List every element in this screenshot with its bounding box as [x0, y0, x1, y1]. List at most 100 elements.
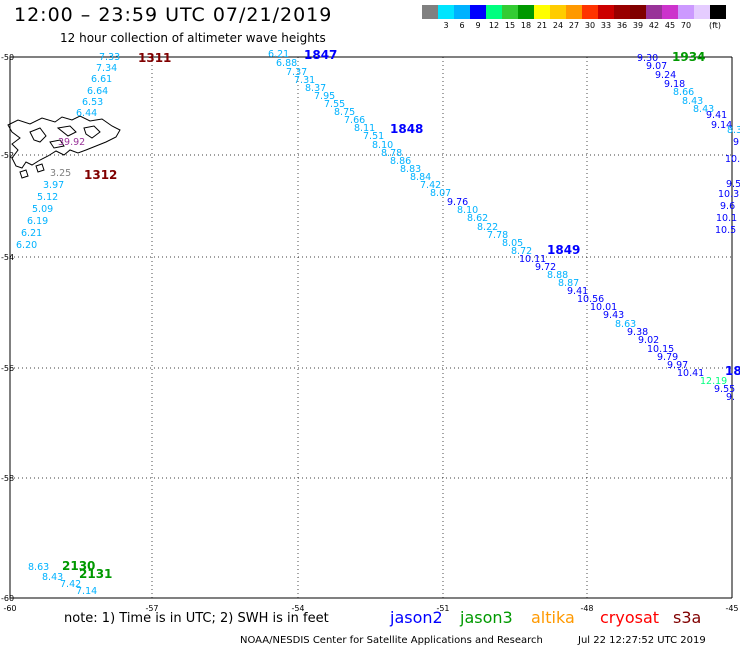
legend-swatch: [662, 5, 678, 19]
legend-label: 33: [600, 21, 612, 30]
wave-height-label: 8.37: [305, 83, 326, 94]
legend-swatch: [646, 5, 662, 19]
legend-swatch: [422, 5, 438, 19]
wave-height-values: 7.337.346.616.646.536.44 39.92 3.253.975.1…: [16, 49, 740, 597]
wave-height-label: 8.87: [558, 278, 579, 289]
wave-height-label: 9.07: [646, 61, 667, 72]
wave-height-label: 8.05: [502, 238, 523, 249]
legend-label: 3: [443, 21, 449, 30]
satellite-jason3-label: jason3: [460, 608, 513, 627]
pass-time-label: 1934: [672, 50, 705, 64]
lat-tick-label: -56: [1, 364, 14, 373]
lat-tick-label: -52: [1, 151, 14, 160]
legend-swatch: [518, 5, 534, 19]
legend-swatch: [678, 5, 694, 19]
wave-height-label: 10.5: [715, 225, 736, 236]
pass-time-label: 1311: [138, 51, 171, 65]
wave-height-label: 8.83: [400, 164, 421, 175]
legend-swatch: [470, 5, 486, 19]
wave-height-label: 10.3: [718, 189, 739, 200]
legend-label: 39: [632, 21, 644, 30]
wave-height-label: 8.43: [693, 104, 714, 115]
wave-height-label: 8.88: [547, 270, 568, 281]
wave-height-label: 7.42: [60, 579, 81, 590]
legend-label: 24: [552, 21, 564, 30]
wave-height-label: 6.20: [16, 240, 37, 251]
legend-swatch: [598, 5, 614, 19]
wave-height-label: 10.1: [716, 213, 737, 224]
wave-height-label: 8.43: [682, 96, 703, 107]
wave-height-label: 8.62: [467, 213, 488, 224]
wave-height-label: 7.42: [420, 180, 441, 191]
legend-swatch: [630, 5, 646, 19]
wave-height-label: 39.92: [58, 137, 85, 148]
legend-swatch: [486, 5, 502, 19]
generated-timestamp: Jul 22 12:27:52 UTC 2019: [578, 635, 706, 646]
wave-height-label: 10.: [725, 154, 740, 165]
wave-height-label: 9.18: [664, 79, 685, 90]
color-scale-unit: (ft): [709, 21, 722, 30]
lon-tick-label: -54: [291, 604, 304, 613]
wave-height-label: 9.30: [637, 53, 658, 64]
lon-tick-label: -51: [436, 604, 449, 613]
satellite-cryosat-label: cryosat: [600, 608, 660, 627]
wave-height-label: 8.86: [390, 156, 411, 167]
lat-tick-label: -60: [1, 594, 14, 603]
wave-height-label: 9: [733, 137, 739, 148]
wave-height-label: 8.84: [410, 172, 431, 183]
wave-height-label: 8.10: [457, 205, 478, 216]
legend-swatch: [614, 5, 630, 19]
wave-height-label: 7.78: [487, 230, 508, 241]
wave-height-label: 6.53: [82, 97, 103, 108]
legend-label: 9: [475, 21, 481, 30]
wave-height-label: 7.95: [314, 91, 335, 102]
legend-swatch: [550, 5, 566, 19]
pass-time-label: 1849: [547, 243, 580, 257]
wave-height-label: 3.25: [50, 168, 71, 179]
lon-tick-label: -57: [145, 604, 158, 613]
legend-label: 12: [488, 21, 500, 30]
wave-height-label: 9.5: [726, 179, 740, 190]
wave-height-label: 5.12: [37, 192, 58, 203]
satellite-altika-label: altika: [531, 608, 575, 627]
legend-swatch: [694, 5, 710, 19]
wave-height-label: 8.63: [615, 319, 636, 330]
wave-height-label: 9.55: [714, 384, 735, 395]
lon-tick-label: -45: [725, 604, 738, 613]
wave-height-label: 7.51: [363, 131, 384, 142]
legend-label: 42: [648, 21, 660, 30]
pass-time-label: 1847: [304, 48, 337, 62]
wave-height-label: 8.22: [477, 222, 498, 233]
wave-height-label: 7.37: [286, 67, 307, 78]
wave-height-label: 7.31: [294, 75, 315, 86]
wave-height-label: 3.97: [43, 180, 64, 191]
wave-height-label: 7.55: [324, 99, 345, 110]
wave-height-label: 9.14: [711, 120, 732, 131]
wave-height-label: 8.78: [381, 148, 402, 159]
map-grid: -60 -57 -54 -51 -48 -45 -50 -52 -54 -56 -58 -60: [1, 53, 739, 613]
lon-tick-label: -60: [3, 604, 16, 613]
falkland-islands-coastline: [7, 115, 121, 179]
legend-label: 70: [680, 21, 692, 30]
wave-height-label: 9.72: [535, 262, 556, 273]
wave-height-label: 10.15: [647, 344, 674, 355]
color-scale-legend: [422, 5, 726, 19]
lon-tick-label: -48: [580, 604, 593, 613]
page-title: 12:00 – 23:59 UTC 07/21/2019: [14, 4, 333, 26]
legend-label: 36: [616, 21, 628, 30]
wave-height-label: 9.24: [655, 70, 676, 81]
pass-time-label: 2131: [79, 567, 112, 581]
wave-height-label: 6.21: [268, 49, 289, 60]
legend-label: 6: [459, 21, 465, 30]
legend-swatch: [710, 5, 726, 19]
wave-height-label: 10.11: [519, 254, 546, 265]
wave-height-label: 7.34: [96, 63, 117, 74]
wave-height-label: 8.3: [727, 125, 740, 136]
wave-height-label: 6.44: [76, 108, 97, 119]
legend-swatch: [566, 5, 582, 19]
lat-tick-label: -58: [1, 474, 14, 483]
wave-height-label: 8.63: [28, 562, 49, 573]
wave-height-label: 6.61: [91, 74, 112, 85]
wave-height-label: 7.33: [99, 52, 120, 63]
